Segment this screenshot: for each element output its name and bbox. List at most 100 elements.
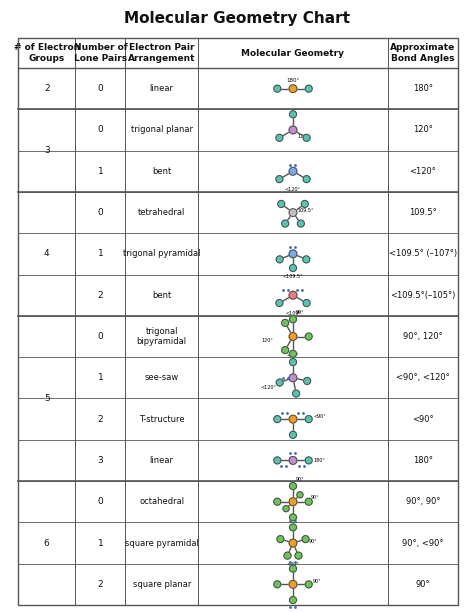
Circle shape — [305, 457, 312, 464]
Text: Molecular Geometry Chart: Molecular Geometry Chart — [124, 10, 350, 26]
Text: 90°: 90° — [310, 495, 319, 500]
Circle shape — [289, 85, 297, 93]
Text: Approximate
Bond Angles: Approximate Bond Angles — [391, 44, 456, 63]
Text: <90°: <90° — [412, 414, 434, 424]
Text: 109.5°: 109.5° — [297, 208, 313, 213]
Text: 90°, <90°: 90°, <90° — [402, 539, 444, 547]
Circle shape — [274, 581, 281, 588]
Text: 5: 5 — [44, 394, 50, 403]
Circle shape — [274, 85, 281, 92]
Circle shape — [290, 482, 297, 490]
Circle shape — [276, 256, 283, 263]
Circle shape — [301, 200, 308, 207]
Circle shape — [289, 167, 297, 175]
Circle shape — [289, 333, 297, 340]
Circle shape — [274, 498, 281, 505]
Circle shape — [274, 416, 281, 422]
Circle shape — [290, 111, 297, 118]
Circle shape — [303, 134, 310, 142]
Circle shape — [304, 378, 310, 384]
Text: trigonal pyramidal: trigonal pyramidal — [123, 249, 201, 259]
Text: 90°: 90° — [296, 310, 305, 314]
Circle shape — [276, 175, 283, 183]
Text: 90°: 90° — [309, 539, 317, 544]
Circle shape — [297, 220, 304, 227]
Circle shape — [303, 175, 310, 183]
Text: <120°: <120° — [285, 188, 301, 192]
Circle shape — [292, 390, 300, 397]
Text: 90°: 90° — [416, 580, 430, 589]
Circle shape — [278, 200, 285, 207]
Text: 180°: 180° — [313, 458, 325, 463]
Circle shape — [282, 346, 289, 354]
Text: Molecular Geometry: Molecular Geometry — [241, 48, 345, 58]
Text: T-structure: T-structure — [139, 414, 184, 424]
Circle shape — [305, 416, 312, 422]
Text: 0: 0 — [98, 497, 103, 506]
Circle shape — [289, 250, 297, 258]
Circle shape — [276, 134, 283, 142]
Text: <109.5° (–107°): <109.5° (–107°) — [389, 249, 457, 259]
Text: square planar: square planar — [133, 580, 191, 589]
Text: linear: linear — [150, 456, 174, 465]
Text: 180°: 180° — [413, 456, 433, 465]
Text: <90°: <90° — [287, 562, 300, 567]
Text: 0: 0 — [98, 84, 103, 93]
Circle shape — [289, 126, 297, 134]
Circle shape — [289, 291, 297, 299]
Text: 180°: 180° — [413, 84, 433, 93]
Text: 3: 3 — [98, 456, 103, 465]
Text: <120°: <120° — [410, 167, 437, 176]
Circle shape — [282, 319, 289, 326]
Text: 90°: 90° — [313, 579, 322, 584]
Circle shape — [289, 208, 297, 216]
Text: 180°: 180° — [286, 78, 300, 83]
Circle shape — [305, 85, 312, 92]
Text: 2: 2 — [98, 580, 103, 589]
Circle shape — [290, 316, 297, 323]
Text: 1: 1 — [98, 539, 103, 547]
Text: 120°: 120° — [297, 134, 309, 139]
Text: trigonal planar: trigonal planar — [131, 126, 193, 134]
Text: trigonal
bipyramidal: trigonal bipyramidal — [137, 327, 187, 346]
Text: 90°, 90°: 90°, 90° — [406, 497, 440, 506]
Text: <109.5°(–105°): <109.5°(–105°) — [390, 291, 456, 300]
Text: <90°, <120°: <90°, <120° — [396, 373, 450, 383]
Text: <90°: <90° — [313, 414, 326, 419]
Circle shape — [305, 498, 312, 505]
Circle shape — [290, 514, 297, 521]
Circle shape — [290, 596, 297, 604]
Circle shape — [283, 506, 289, 512]
Text: 6: 6 — [44, 539, 50, 547]
Circle shape — [290, 565, 297, 572]
Text: 120°: 120° — [262, 338, 273, 343]
Text: Number of
Lone Pairs: Number of Lone Pairs — [73, 44, 128, 63]
Text: <109.5°: <109.5° — [283, 273, 303, 278]
Text: 90°, 120°: 90°, 120° — [403, 332, 443, 341]
Circle shape — [290, 524, 297, 531]
Text: <109°: <109° — [285, 311, 301, 316]
Text: octahedral: octahedral — [139, 497, 184, 506]
Circle shape — [295, 552, 302, 559]
Text: 0: 0 — [98, 208, 103, 217]
Text: 4: 4 — [44, 249, 50, 259]
Text: # of Electron
Groups: # of Electron Groups — [14, 44, 80, 63]
Text: <120°: <120° — [261, 384, 277, 389]
Text: <90°: <90° — [287, 352, 300, 357]
Text: see-saw: see-saw — [145, 373, 179, 383]
Text: square pyramidal: square pyramidal — [125, 539, 199, 547]
Text: 1: 1 — [98, 167, 103, 176]
Circle shape — [303, 256, 310, 263]
Circle shape — [276, 379, 283, 386]
Text: bent: bent — [152, 167, 172, 176]
Circle shape — [282, 220, 289, 227]
Circle shape — [289, 581, 297, 588]
Text: 90°: 90° — [296, 476, 305, 482]
Text: 1: 1 — [98, 249, 103, 259]
Circle shape — [274, 457, 281, 464]
Circle shape — [289, 374, 297, 382]
Circle shape — [290, 264, 297, 272]
Circle shape — [290, 432, 297, 438]
Circle shape — [305, 333, 312, 340]
Text: tetrahedral: tetrahedral — [138, 208, 185, 217]
